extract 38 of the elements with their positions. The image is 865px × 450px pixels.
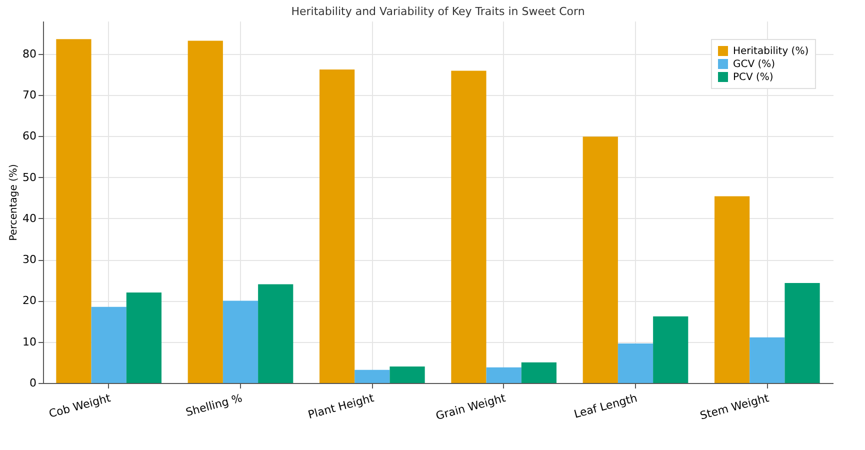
x-tick-label: Grain Weight — [434, 391, 508, 423]
bar — [784, 283, 820, 383]
y-tick-label: 0 — [30, 376, 36, 390]
y-tick-label: 80 — [22, 47, 36, 60]
bar — [750, 337, 785, 383]
legend-label: PCV (%) — [733, 72, 774, 83]
bar — [582, 136, 618, 383]
x-tick-label: Shelling % — [184, 392, 244, 420]
y-axis-title: Percentage (%) — [8, 164, 20, 241]
legend-label: GCV (%) — [733, 59, 776, 70]
bar — [258, 284, 294, 383]
bar — [486, 367, 522, 383]
bar — [451, 70, 486, 383]
x-tick-label: Leaf Length — [572, 392, 639, 421]
y-tick-label: 60 — [22, 130, 36, 143]
bar — [390, 366, 425, 383]
y-tick-label: 20 — [22, 294, 36, 308]
bar — [714, 196, 750, 383]
bar — [222, 300, 258, 383]
bar — [618, 344, 654, 383]
y-tick-label: 30 — [22, 253, 36, 266]
x-tick-label: Cob Weight — [48, 391, 113, 420]
chart-title: Heritability and Variability of Key Traits in Sweet Corn — [291, 5, 585, 18]
bar — [653, 316, 688, 383]
x-tick-label: Stem Weight — [698, 391, 771, 422]
bar — [320, 70, 355, 383]
bar — [126, 292, 162, 383]
bar — [56, 39, 92, 383]
y-tick-label: 40 — [22, 212, 36, 225]
bar — [188, 40, 223, 383]
legend-label: Heritability (%) — [733, 46, 809, 57]
bar — [354, 370, 390, 383]
y-tick-label: 70 — [22, 88, 36, 102]
y-tick-label: 10 — [22, 335, 36, 348]
x-tick-label: Plant Height — [306, 391, 376, 422]
bar — [521, 362, 556, 383]
bar — [91, 306, 126, 383]
y-tick-label: 50 — [22, 170, 36, 184]
